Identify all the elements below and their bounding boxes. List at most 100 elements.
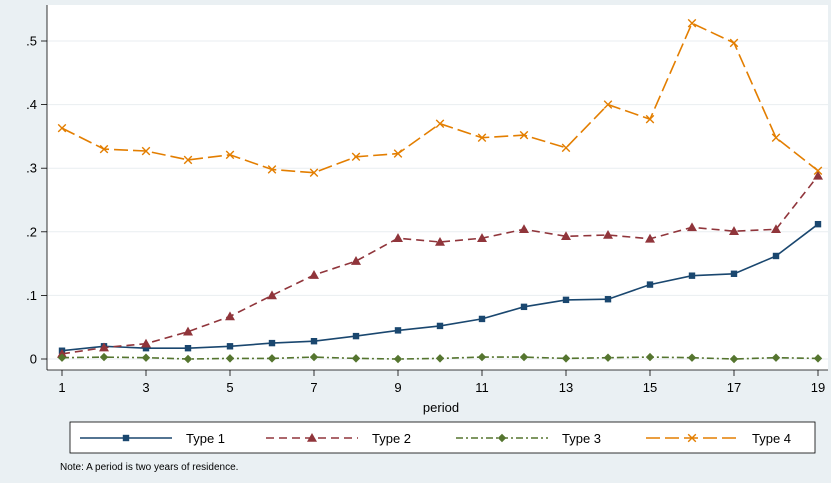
y-tick-label: .5 — [26, 34, 37, 49]
chart-note: Note: A period is two years of residence… — [60, 462, 238, 473]
data-point — [478, 315, 486, 323]
x-tick-label: 17 — [727, 380, 741, 395]
data-point — [142, 344, 150, 352]
data-point — [603, 100, 613, 109]
data-point — [687, 353, 697, 362]
data-point — [729, 226, 739, 235]
data-point — [519, 224, 529, 234]
legend-label: Type 1 — [186, 431, 225, 446]
data-point — [183, 354, 193, 364]
x-tick-label: 5 — [226, 380, 233, 395]
data-point — [351, 152, 361, 162]
series-2 — [57, 170, 823, 358]
legend-item-2: Type 2 — [266, 431, 411, 446]
data-point — [141, 338, 151, 348]
x-tick-label: 19 — [811, 380, 825, 395]
data-point — [645, 352, 655, 362]
data-point — [771, 224, 781, 234]
data-point — [267, 290, 277, 300]
data-point — [141, 146, 151, 156]
data-point — [435, 119, 445, 128]
legend-item-4: Type 4 — [646, 431, 791, 446]
data-point — [57, 353, 67, 362]
data-point — [477, 233, 487, 242]
data-point — [519, 352, 529, 362]
data-point — [225, 354, 235, 363]
legend-item-1: Type 1 — [80, 431, 225, 446]
x-tick-label: 1 — [58, 380, 65, 395]
data-point — [603, 229, 613, 239]
x-tick-label: 15 — [643, 380, 657, 395]
plot-area — [47, 5, 828, 370]
data-point — [141, 353, 151, 362]
y-tick-label: .4 — [26, 97, 37, 112]
data-point — [309, 270, 319, 279]
y-tick-label: 0 — [30, 352, 37, 367]
data-point — [813, 170, 823, 180]
data-point — [57, 123, 67, 133]
data-point — [436, 322, 444, 330]
data-point — [646, 281, 654, 288]
y-tick-label: .2 — [26, 224, 37, 239]
data-point — [561, 231, 571, 241]
axes: 0.1.2.3.4.51 3 5 7 9 11 13 15 17 19 — [26, 5, 828, 395]
y-tick-label: .1 — [26, 288, 37, 303]
data-point — [497, 433, 507, 443]
data-point — [393, 233, 403, 242]
data-point — [351, 256, 361, 265]
data-point — [687, 433, 697, 443]
x-tick-label: 9 — [394, 380, 401, 395]
data-point — [309, 352, 319, 362]
legend: Type 1 Type 2 Type 3 Type 4 — [69, 421, 816, 454]
data-point — [267, 354, 277, 363]
data-point — [604, 296, 612, 303]
data-point — [771, 133, 781, 142]
data-point — [561, 354, 571, 363]
data-point — [645, 114, 655, 124]
data-point — [477, 352, 487, 362]
data-point — [688, 272, 696, 279]
x-axis-label: period — [423, 400, 459, 415]
x-tick-label: 7 — [310, 380, 317, 395]
series-3 — [57, 352, 823, 364]
data-point — [730, 270, 738, 277]
data-point — [813, 166, 823, 176]
data-point — [267, 165, 277, 174]
data-point — [729, 38, 739, 48]
data-point — [225, 311, 235, 321]
data-point — [99, 144, 109, 154]
data-point — [184, 344, 192, 352]
data-point — [309, 168, 319, 177]
data-point — [183, 326, 193, 336]
data-point — [183, 155, 193, 165]
data-point — [225, 150, 235, 160]
data-point — [307, 433, 317, 442]
data-point — [519, 130, 529, 140]
legend-item-3: Type 3 — [456, 431, 601, 446]
x-tick-label: 13 — [559, 380, 573, 395]
data-point — [122, 434, 130, 442]
data-point — [268, 339, 276, 347]
series-4 — [57, 18, 823, 177]
series-layer — [57, 18, 823, 364]
data-point — [435, 236, 445, 246]
data-point — [813, 354, 823, 363]
data-point — [729, 354, 739, 364]
data-point — [687, 222, 697, 232]
data-point — [351, 354, 361, 363]
data-point — [57, 348, 67, 358]
data-point — [226, 343, 234, 350]
data-point — [687, 18, 697, 28]
data-point — [814, 220, 822, 228]
data-point — [310, 337, 318, 345]
data-point — [562, 296, 570, 304]
data-point — [394, 327, 402, 334]
x-tick-label: 3 — [142, 380, 149, 395]
legend-label: Type 3 — [562, 431, 601, 446]
data-point — [99, 352, 109, 362]
gridlines — [47, 40, 828, 360]
data-point — [645, 233, 655, 243]
data-point — [352, 332, 360, 340]
